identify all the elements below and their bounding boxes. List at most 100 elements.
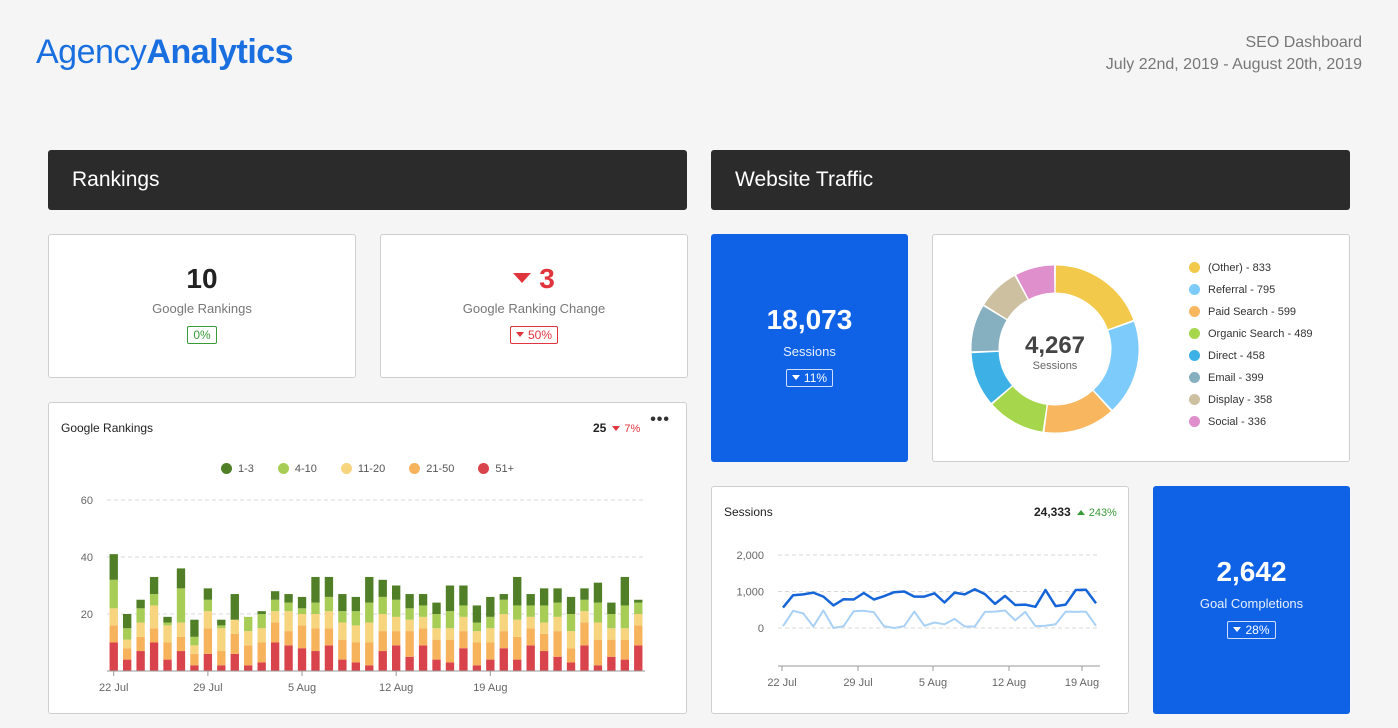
bar-segment[interactable] xyxy=(392,616,401,632)
bar-segment[interactable] xyxy=(593,602,603,623)
bar-segment[interactable] xyxy=(445,639,455,663)
bar-segment[interactable] xyxy=(351,611,360,626)
bar-segment[interactable] xyxy=(324,611,334,629)
bar-segment[interactable] xyxy=(284,631,293,646)
bar-segment[interactable] xyxy=(351,662,360,671)
bar-segment[interactable] xyxy=(190,645,199,654)
bar-segment[interactable] xyxy=(297,625,307,649)
bar-segment[interactable] xyxy=(620,639,629,660)
bar-segment[interactable] xyxy=(472,665,482,671)
bar-segment[interactable] xyxy=(190,665,199,671)
bar-segment[interactable] xyxy=(176,568,186,589)
bar-segment[interactable] xyxy=(324,596,334,612)
bar-segment[interactable] xyxy=(459,648,468,671)
bar-segment[interactable] xyxy=(539,588,549,606)
bar-segment[interactable] xyxy=(109,608,118,626)
bar-segment[interactable] xyxy=(311,576,320,603)
bar-segment[interactable] xyxy=(149,628,159,643)
bar-segment[interactable] xyxy=(432,659,441,671)
bar-segment[interactable] xyxy=(338,639,347,660)
bar-segment[interactable] xyxy=(109,554,118,580)
bar-segment[interactable] xyxy=(593,665,603,671)
bar-segment[interactable] xyxy=(499,594,508,600)
bar-segment[interactable] xyxy=(123,614,132,629)
bar-segment[interactable] xyxy=(217,625,226,629)
bar-segment[interactable] xyxy=(378,614,387,632)
bar-segment[interactable] xyxy=(459,616,468,632)
bar-segment[interactable] xyxy=(418,605,428,617)
bar-segment[interactable] xyxy=(486,659,495,671)
bar-segment[interactable] xyxy=(634,602,643,614)
bar-segment[interactable] xyxy=(526,594,535,606)
bar-segment[interactable] xyxy=(620,628,629,640)
bar-segment[interactable] xyxy=(163,622,172,626)
bar-segment[interactable] xyxy=(217,665,226,671)
bar-segment[interactable] xyxy=(392,599,401,617)
bar-segment[interactable] xyxy=(176,622,186,637)
legend-item[interactable]: 11-20 xyxy=(340,462,385,475)
bar-segment[interactable] xyxy=(270,591,280,600)
bar-segment[interactable] xyxy=(163,625,172,643)
legend-item[interactable]: Display - 358 xyxy=(1189,393,1313,415)
bar-segment[interactable] xyxy=(593,639,603,666)
bar-segment[interactable] xyxy=(244,631,253,646)
bar-segment[interactable] xyxy=(486,616,495,629)
bar-segment[interactable] xyxy=(499,631,508,649)
bar-segment[interactable] xyxy=(270,611,280,623)
bar-segment[interactable] xyxy=(284,645,293,671)
bar-segment[interactable] xyxy=(203,653,213,671)
bar-segment[interactable] xyxy=(634,614,643,626)
bar-segment[interactable] xyxy=(392,645,401,671)
bar-segment[interactable] xyxy=(338,622,347,640)
bar-segment[interactable] xyxy=(418,594,428,606)
donut-slice[interactable] xyxy=(992,386,1048,432)
bar-segment[interactable] xyxy=(230,619,239,634)
legend-item[interactable]: Referral - 795 xyxy=(1189,283,1313,305)
bar-segment[interactable] xyxy=(580,599,589,612)
bar-segment[interactable] xyxy=(190,653,199,666)
bar-segment[interactable] xyxy=(539,622,549,634)
donut-slice[interactable] xyxy=(984,275,1029,320)
bar-segment[interactable] xyxy=(499,648,508,671)
bar-segment[interactable] xyxy=(136,608,145,623)
bar-segment[interactable] xyxy=(203,588,213,600)
bar-segment[interactable] xyxy=(607,656,616,671)
bar-segment[interactable] xyxy=(539,633,549,652)
bar-segment[interactable] xyxy=(526,616,535,629)
bar-segment[interactable] xyxy=(217,619,226,626)
bar-segment[interactable] xyxy=(459,585,468,606)
bar-segment[interactable] xyxy=(244,665,253,671)
bar-segment[interactable] xyxy=(620,605,629,629)
bar-segment[interactable] xyxy=(123,659,132,671)
bar-segment[interactable] xyxy=(257,611,266,614)
bar-segment[interactable] xyxy=(580,622,589,646)
legend-item[interactable]: 1-3 xyxy=(220,462,254,475)
bar-segment[interactable] xyxy=(176,588,186,623)
bar-segment[interactable] xyxy=(311,628,320,652)
bar-segment[interactable] xyxy=(405,631,414,657)
bar-segment[interactable] xyxy=(526,645,535,671)
bar-segment[interactable] xyxy=(270,599,280,612)
bar-segment[interactable] xyxy=(190,619,199,637)
bar-segment[interactable] xyxy=(297,648,307,671)
bar-segment[interactable] xyxy=(365,576,374,603)
legend-item[interactable]: (Other) - 833 xyxy=(1189,261,1313,283)
bar-segment[interactable] xyxy=(607,639,616,657)
bar-segment[interactable] xyxy=(351,625,360,643)
bar-segment[interactable] xyxy=(499,599,508,614)
bar-segment[interactable] xyxy=(176,636,186,652)
bar-segment[interactable] xyxy=(351,596,360,612)
bar-segment[interactable] xyxy=(378,631,387,652)
legend-item[interactable]: Direct - 458 xyxy=(1189,349,1313,371)
bar-segment[interactable] xyxy=(432,628,441,640)
bar-segment[interactable] xyxy=(149,576,159,595)
bar-segment[interactable] xyxy=(338,594,347,612)
donut-slice[interactable] xyxy=(1044,390,1111,433)
bar-segment[interactable] xyxy=(230,633,239,654)
more-dots-icon[interactable]: ••• xyxy=(650,411,670,428)
legend-item[interactable]: Email - 399 xyxy=(1189,371,1313,393)
bar-segment[interactable] xyxy=(163,616,172,623)
bar-segment[interactable] xyxy=(284,602,293,612)
legend-item[interactable]: Organic Search - 489 xyxy=(1189,327,1313,349)
bar-segment[interactable] xyxy=(392,631,401,646)
